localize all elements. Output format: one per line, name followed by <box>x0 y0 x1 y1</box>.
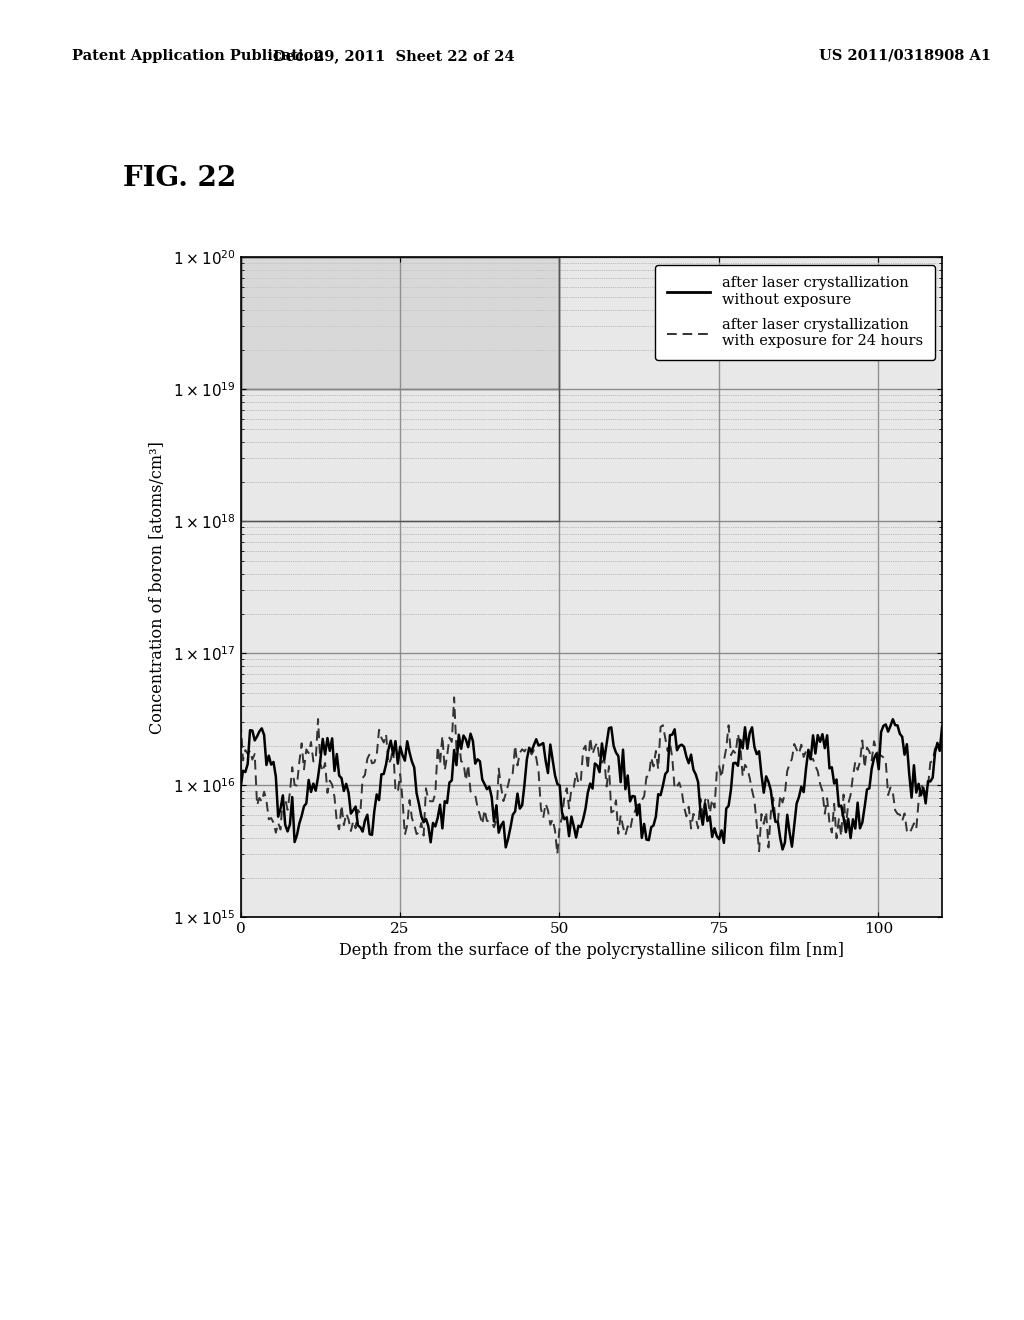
after laser crystallization
without exposure <box>664 727 676 743</box>
after laser crystallization
with exposure for 24 hours <box>874 747 887 763</box>
Legend: after laser crystallization
without exposure, after laser crystallization
with e: after laser crystallization without expo… <box>655 265 935 360</box>
after laser crystallization
with exposure for 24 hours <box>654 719 667 735</box>
after laser crystallization
with exposure for 24 hours <box>830 830 843 846</box>
after laser crystallization
without exposure <box>650 809 663 825</box>
after laser crystallization
with exposure for 24 hours <box>234 714 247 730</box>
after laser crystallization
without exposure <box>237 763 249 779</box>
after laser crystallization
with exposure for 24 hours <box>237 752 249 768</box>
after laser crystallization
without exposure <box>652 787 665 803</box>
after laser crystallization
with exposure for 24 hours <box>656 717 669 733</box>
Bar <box>241 257 559 521</box>
after laser crystallization
without exposure <box>776 842 788 858</box>
after laser crystallization
with exposure for 24 hours <box>551 846 563 862</box>
Line: after laser crystallization
without exposure: after laser crystallization without expo… <box>241 719 942 850</box>
Bar <box>241 257 559 389</box>
X-axis label: Depth from the surface of the polycrystalline silicon film [nm]: Depth from the surface of the polycrysta… <box>339 941 844 958</box>
Text: Patent Application Publication: Patent Application Publication <box>72 49 324 63</box>
after laser crystallization
with exposure for 24 hours <box>936 741 948 756</box>
Text: Dec. 29, 2011  Sheet 22 of 24: Dec. 29, 2011 Sheet 22 of 24 <box>273 49 515 63</box>
Y-axis label: Concentration of boron [atoms/cm³]: Concentration of boron [atoms/cm³] <box>148 441 166 734</box>
after laser crystallization
with exposure for 24 hours <box>447 689 460 705</box>
Text: US 2011/0318908 A1: US 2011/0318908 A1 <box>819 49 991 63</box>
after laser crystallization
with exposure for 24 hours <box>669 781 681 797</box>
Text: FIG. 22: FIG. 22 <box>123 165 237 191</box>
after laser crystallization
without exposure <box>936 719 948 735</box>
after laser crystallization
without exposure <box>828 776 841 792</box>
after laser crystallization
without exposure <box>887 711 899 727</box>
after laser crystallization
without exposure <box>872 762 885 777</box>
Line: after laser crystallization
with exposure for 24 hours: after laser crystallization with exposur… <box>241 697 942 854</box>
after laser crystallization
without exposure <box>234 780 247 796</box>
